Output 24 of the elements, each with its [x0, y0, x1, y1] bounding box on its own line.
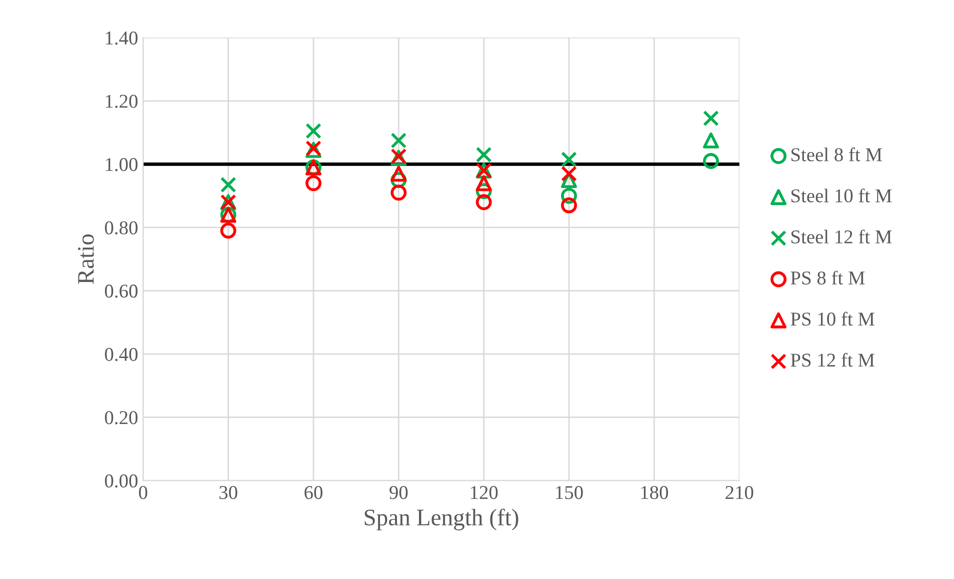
x-tick-label: 150: [556, 486, 583, 500]
x-tick-label: 30: [219, 486, 238, 500]
y-tick-label: 0.60: [104, 284, 138, 298]
x-tick-label: 120: [470, 486, 498, 500]
y-tick-label: 1.00: [106, 158, 138, 172]
x-tick-label: 0: [138, 486, 148, 500]
y-axis-title: Ratio: [78, 234, 94, 284]
legend-label: Steel 10 ft M: [791, 188, 892, 202]
legend-label: Steel 12 ft M: [791, 230, 892, 244]
legend-label: PS 10 ft M: [790, 312, 874, 326]
x-axis-title: Span Length (ft): [364, 508, 518, 530]
y-tick-label: 0.80: [104, 221, 138, 234]
y-tick-label: 0.40: [104, 348, 138, 362]
x-tick-label: 180: [641, 486, 668, 500]
legend-label: PS 12 ft M: [790, 352, 874, 367]
y-tick-label: 0.20: [104, 411, 138, 424]
legend-label: PS 8 ft M: [790, 270, 865, 285]
y-tick-label: 1.20: [106, 94, 138, 108]
y-tick-label: 1.40: [106, 31, 138, 45]
legend-label: Steel 8 ft M: [791, 147, 882, 162]
x-tick-label: 210: [726, 486, 754, 500]
y-tick-label: 0.00: [104, 474, 138, 488]
x-tick-label: 60: [304, 486, 322, 500]
x-tick-label: 90: [390, 486, 408, 500]
